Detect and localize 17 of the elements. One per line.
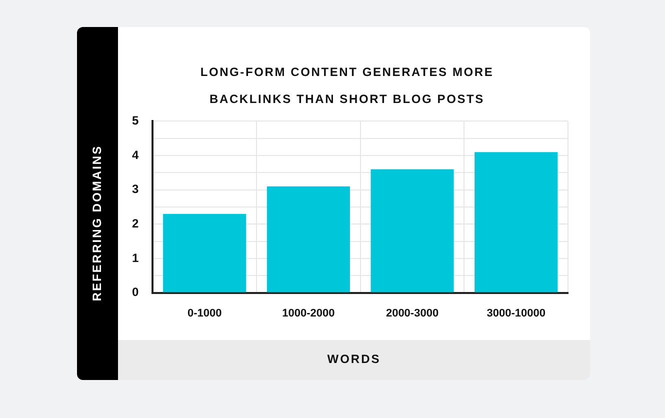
y-axis-title: REFERRING DOMAINS — [90, 144, 104, 302]
y-tick-label: 0 — [132, 285, 139, 300]
bar — [266, 186, 350, 292]
y-tick-label: 3 — [132, 182, 139, 196]
x-tick-label: 2000-3000 — [386, 307, 439, 320]
bar — [474, 152, 558, 292]
x-tick-label: 1000-2000 — [282, 307, 335, 320]
y-tick-label: 5 — [132, 114, 139, 128]
bar — [163, 214, 246, 292]
x-tick-label: 0-1000 — [187, 307, 222, 320]
x-tick-label: 3000-10000 — [486, 307, 546, 320]
bar — [370, 169, 454, 292]
y-tick-label: 2 — [132, 216, 139, 230]
y-tick-label: 1 — [132, 250, 139, 265]
y-tick-label: 4 — [132, 148, 139, 162]
chart-title: LONG-FORM CONTENT GENERATES MORE BACKLINKS THAN SHORT BLOG POSTS — [199, 64, 495, 108]
x-axis-title: WORDS — [326, 352, 382, 366]
